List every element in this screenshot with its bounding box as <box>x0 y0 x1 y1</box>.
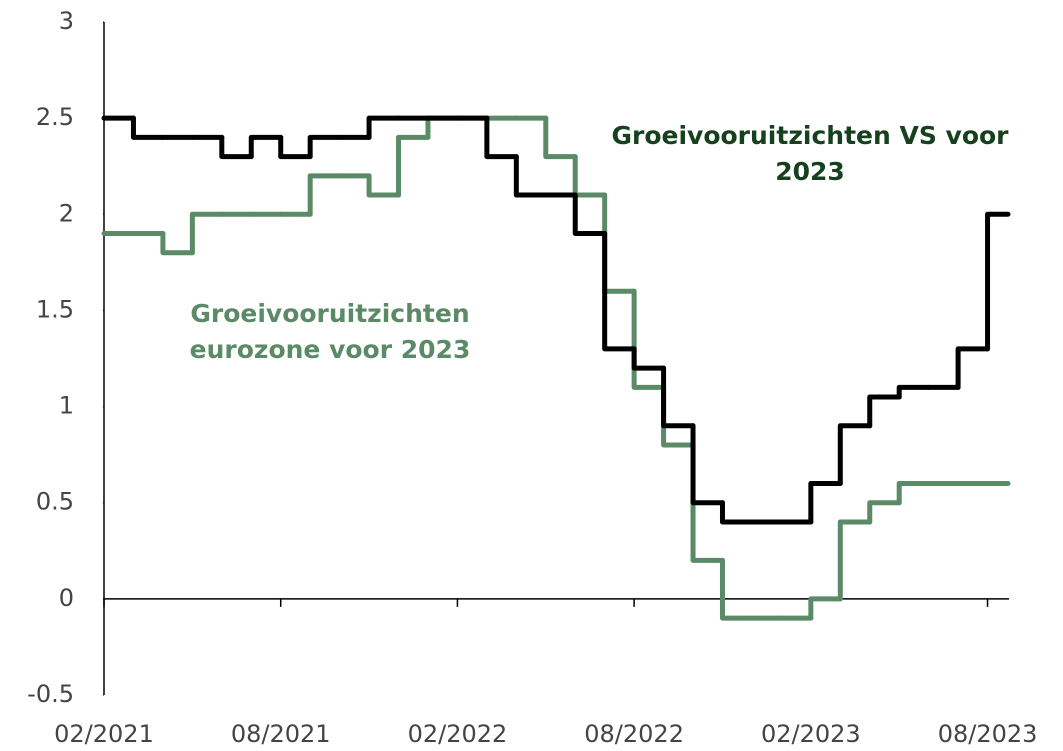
step-line-segment <box>955 346 991 390</box>
step-line-segment <box>661 384 696 448</box>
y-tick-label: 0.5 <box>36 488 74 516</box>
y-tick-label: 0 <box>59 584 74 612</box>
step-line-segment <box>513 154 549 198</box>
y-tick-label: -0.5 <box>27 680 74 708</box>
step-line-segment <box>396 134 431 198</box>
step-line-segment <box>484 115 519 160</box>
step-line-segment <box>719 557 755 621</box>
step-line-segment <box>661 365 696 429</box>
y-tick-label: 2.5 <box>36 103 74 131</box>
step-line-segment <box>837 519 873 602</box>
step-line-segment <box>602 192 637 294</box>
step-line-segment <box>366 173 402 198</box>
step-line-segment <box>366 115 402 140</box>
y-tick-label: 3 <box>59 7 74 35</box>
x-tick-label: 08/2023 <box>938 720 1038 748</box>
step-line-segment <box>248 134 284 160</box>
step-line-segment <box>278 134 313 160</box>
step-line-segment <box>425 115 460 140</box>
step-line-segment <box>219 134 254 160</box>
x-tick-label: 02/2023 <box>761 720 861 748</box>
x-tick-label: 02/2021 <box>54 720 154 748</box>
annotation: Groeivooruitzichten VS voor 2023 <box>611 121 1009 186</box>
step-line-segment <box>867 500 902 525</box>
step-line-segment <box>867 394 902 429</box>
y-tick-label: 2 <box>59 199 74 227</box>
x-tick-label: 08/2022 <box>584 720 684 748</box>
y-tick-label: 1 <box>59 392 74 420</box>
step-line-segment <box>572 192 608 237</box>
step-line-segment <box>690 423 725 506</box>
x-tick-label: 08/2021 <box>231 720 331 748</box>
step-line-segment <box>985 211 1011 352</box>
step-line-segment <box>543 115 578 160</box>
step-line-segment <box>189 211 225 256</box>
step-line-segment <box>631 288 667 390</box>
step-line-segment <box>837 423 873 486</box>
step-line-segment <box>808 596 843 621</box>
step-line-segment <box>160 231 195 256</box>
step-line-segment <box>307 134 343 160</box>
step-line-segment <box>602 231 637 352</box>
step-line-segment <box>631 346 667 371</box>
step-line-segment <box>896 384 932 400</box>
step-line-segment <box>896 480 932 506</box>
step-line-segment <box>130 115 166 140</box>
y-tick-label: 1.5 <box>36 295 74 323</box>
x-tick-label: 02/2022 <box>408 720 508 748</box>
step-line-segment <box>307 173 343 217</box>
step-line-segment <box>808 480 843 525</box>
annotation: Groeivooruitzichten eurozone voor 2023 <box>189 299 471 364</box>
step-line-segment <box>719 500 755 525</box>
